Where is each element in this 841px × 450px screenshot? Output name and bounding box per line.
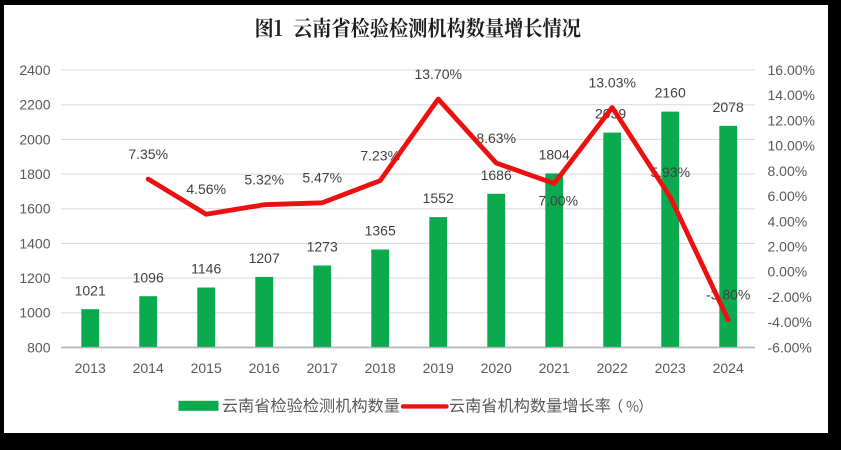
svg-text:7.35%: 7.35% [128,146,168,162]
svg-text:-4.00%: -4.00% [768,314,812,330]
svg-text:2014: 2014 [133,360,164,376]
svg-text:2013: 2013 [75,360,106,376]
svg-text:2078: 2078 [713,99,744,115]
svg-text:-2.00%: -2.00% [768,289,812,305]
svg-text:1804: 1804 [539,147,570,163]
svg-text:6.00%: 6.00% [768,188,808,204]
svg-text:1365: 1365 [365,223,396,239]
svg-text:2015: 2015 [191,360,222,376]
svg-text:7.23%: 7.23% [360,148,400,164]
svg-text:1686: 1686 [481,167,512,183]
svg-text:1146: 1146 [191,261,221,277]
svg-text:1800: 1800 [19,166,50,182]
svg-text:12.00%: 12.00% [768,112,815,128]
svg-text:13.70%: 13.70% [414,66,461,82]
svg-text:2022: 2022 [597,360,628,376]
svg-text:2160: 2160 [655,85,686,101]
svg-text:2.00%: 2.00% [768,239,808,255]
svg-text:1000: 1000 [19,305,50,321]
svg-text:2016: 2016 [249,360,280,376]
svg-text:2400: 2400 [19,62,50,78]
svg-text:8.63%: 8.63% [476,130,516,146]
svg-text:14.00%: 14.00% [768,87,815,103]
svg-text:8.00%: 8.00% [768,163,808,179]
svg-text:16.00%: 16.00% [768,62,815,78]
svg-text:1400: 1400 [19,235,50,251]
svg-text:2018: 2018 [365,360,396,376]
svg-text:2000: 2000 [19,131,50,147]
svg-text:7.00%: 7.00% [538,192,578,208]
svg-text:5.47%: 5.47% [302,170,342,186]
svg-text:2024: 2024 [713,360,744,376]
svg-text:1273: 1273 [307,239,338,255]
svg-text:2200: 2200 [19,97,50,113]
svg-text:1207: 1207 [249,250,280,266]
svg-text:1200: 1200 [19,270,50,286]
svg-text:0.00%: 0.00% [768,264,808,280]
svg-text:1096: 1096 [133,269,164,285]
svg-text:10.00%: 10.00% [768,138,815,154]
svg-text:2019: 2019 [423,360,454,376]
svg-text:1552: 1552 [423,190,454,206]
svg-text:2020: 2020 [481,360,512,376]
svg-text:1021: 1021 [75,282,106,298]
svg-text:13.03%: 13.03% [588,74,635,90]
svg-text:5.93%: 5.93% [650,164,690,180]
svg-text:5.32%: 5.32% [244,172,284,188]
svg-text:800: 800 [27,339,51,355]
svg-text:4.00%: 4.00% [768,213,808,229]
svg-text:4.56%: 4.56% [186,181,226,197]
svg-text:1600: 1600 [19,201,50,217]
svg-text:2017: 2017 [307,360,338,376]
svg-text:-6.00%: -6.00% [768,339,812,355]
svg-text:2023: 2023 [655,360,686,376]
svg-text:2021: 2021 [539,360,570,376]
